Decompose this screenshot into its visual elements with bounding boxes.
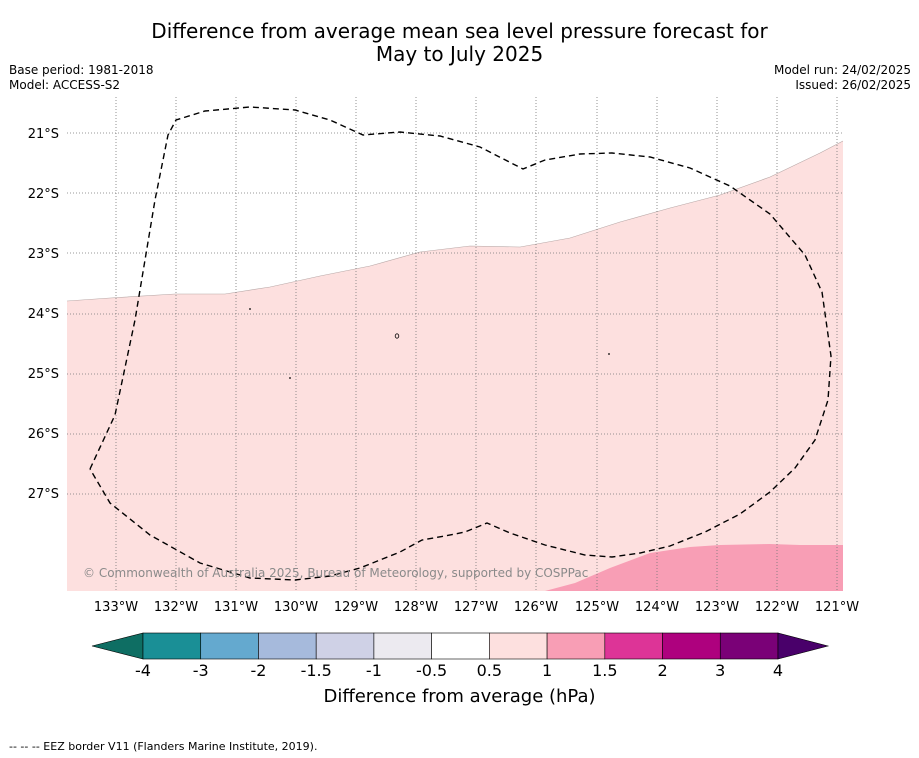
eez-border [89, 106, 832, 581]
colorbar-swatch [546, 632, 606, 660]
colorbar-tick-label: -0.5 [416, 661, 447, 680]
copyright-text: © Commonwealth of Australia 2025, Bureau… [83, 566, 588, 580]
lon-label: 132°W [154, 600, 198, 615]
latitude-labels: 21°S 22°S 23°S 24°S 25°S 26°S 27°S [28, 127, 59, 502]
colorbar-tick-label: 4 [773, 661, 783, 680]
issued-date: Issued: 26/02/2025 [795, 78, 911, 92]
colorbar-tick-label: 0.5 [477, 661, 502, 680]
colorbar-tick-label: 1.5 [592, 661, 617, 680]
lon-label: 130°W [274, 600, 318, 615]
colorbar-swatch [142, 632, 202, 660]
lat-label: 27°S [28, 487, 59, 502]
anomaly-region-light-pink [67, 141, 843, 591]
colorbar-tick-label: -4 [135, 661, 151, 680]
meta-left: Base period: 1981-2018 Model: ACCESS-S2 [9, 63, 154, 93]
island-marker [394, 333, 400, 339]
lon-label: 131°W [214, 600, 258, 615]
lon-label: 127°W [454, 600, 498, 615]
lon-label: 126°W [514, 600, 558, 615]
colorbar-tick-label: -1.5 [301, 661, 332, 680]
colorbar-swatch [431, 632, 490, 660]
colorbar-swatch [662, 632, 721, 660]
lon-label: 124°W [635, 600, 679, 615]
colorbar-swatch [604, 632, 663, 660]
map-title-line2: May to July 2025 [375, 42, 544, 66]
colorbar-swatch [373, 632, 432, 660]
lon-label: 133°W [94, 600, 138, 615]
model-run: Model run: 24/02/2025 [773, 63, 911, 77]
colorbar-swatch [315, 632, 375, 660]
colorbar-tick-label: -1 [366, 661, 382, 680]
colorbar-tick-label: 1 [542, 661, 552, 680]
lat-label: 24°S [28, 307, 59, 322]
anomaly-region-pink [545, 544, 843, 591]
footer-note: -- -- -- EEZ border V11 (Flanders Marine… [9, 740, 318, 753]
colorbar-over-arrow [777, 632, 830, 660]
colorbar: -4 -3 -2 -1.5 -1 -0.5 0.5 1 1.5 2 3 4 [91, 632, 830, 680]
lat-label: 21°S [28, 127, 59, 142]
lon-label: 122°W [755, 600, 799, 615]
island-marker [608, 353, 610, 355]
colorbar-swatch [719, 632, 779, 660]
colorbar-tick-label: -2 [250, 661, 266, 680]
lon-label: 121°W [815, 600, 859, 615]
map-panel: © Commonwealth of Australia 2025, Bureau… [66, 97, 844, 591]
colorbar-swatch [200, 632, 259, 660]
lat-label: 22°S [28, 187, 59, 202]
colorbar-title: Difference from average (hPa) [323, 686, 596, 707]
colorbar-swatch [258, 632, 317, 660]
longitude-labels: 133°W 132°W 131°W 130°W 129°W 128°W 127°… [94, 600, 859, 615]
meta-right: Model run: 24/02/2025 Issued: 26/02/2025 [774, 63, 911, 93]
map-title-line1: Difference from average mean sea level p… [151, 19, 768, 43]
model-name: Model: ACCESS-S2 [9, 78, 121, 92]
lat-label: 23°S [28, 247, 59, 262]
lon-label: 125°W [575, 600, 619, 615]
anomaly-boundary-line [66, 140, 844, 302]
lat-label: 26°S [28, 427, 59, 442]
island-marker [289, 377, 291, 379]
island-marker [249, 308, 251, 310]
colorbar-under-arrow [91, 632, 144, 660]
base-period: Base period: 1981-2018 [9, 63, 154, 77]
colorbar-tick-label: 2 [657, 661, 667, 680]
colorbar-swatch [489, 632, 548, 660]
colorbar-tick-label: 3 [715, 661, 725, 680]
lat-label: 25°S [28, 367, 59, 382]
lon-label: 123°W [695, 600, 739, 615]
colorbar-tick-label: -3 [193, 661, 209, 680]
lon-label: 129°W [334, 600, 378, 615]
lon-label: 128°W [394, 600, 438, 615]
